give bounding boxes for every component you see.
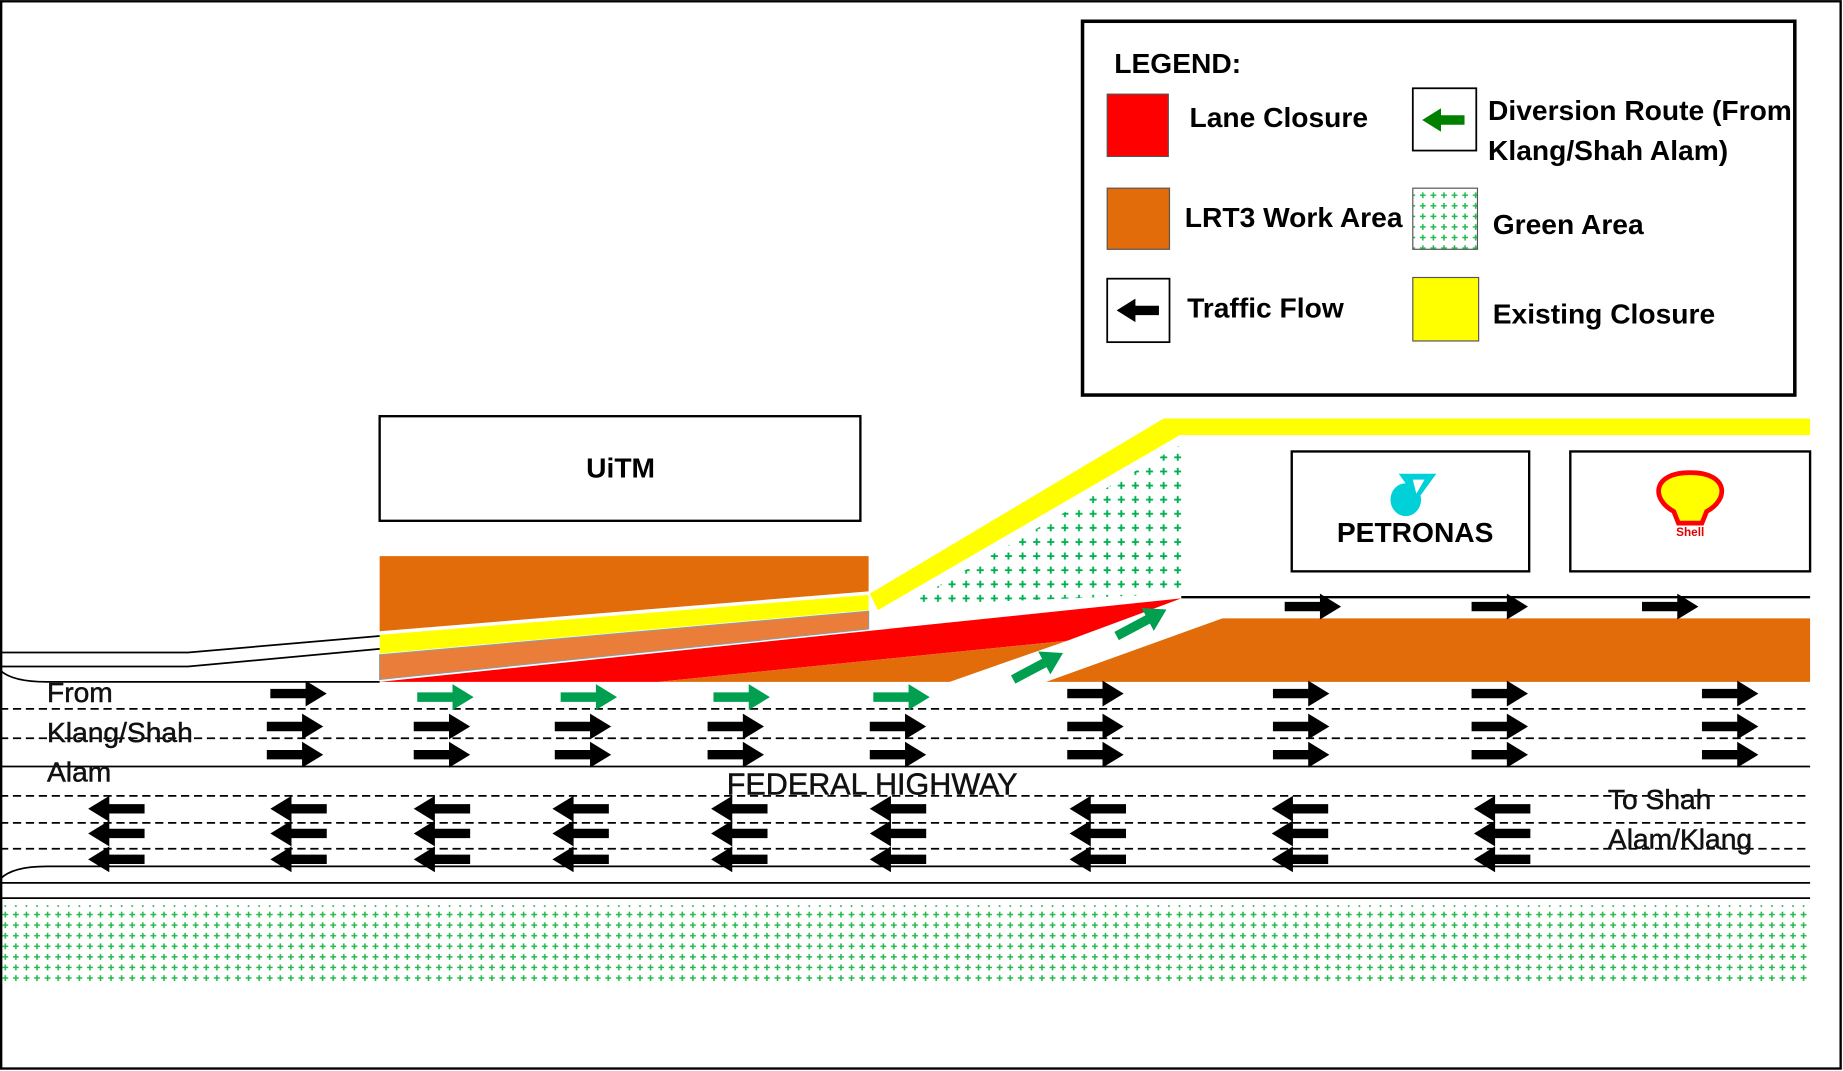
traffic-flow-arrow-left-icon	[1069, 846, 1127, 873]
traffic-flow-arrow-left-icon	[552, 820, 609, 847]
traffic-flow-arrow-left-icon	[1069, 795, 1127, 822]
origin-label-line1: From	[47, 676, 113, 708]
lane-closure	[379, 598, 1182, 682]
traffic-flow-arrow-right-icon	[1471, 713, 1528, 740]
legend-label-lrt3-work-area: LRT3 Work Area	[1185, 201, 1403, 233]
traffic-flow-arrow-right-icon	[266, 741, 324, 768]
shell-station: Shell	[1569, 450, 1812, 573]
diversion-arrow-diagonal-icon	[1010, 651, 1063, 684]
traffic-flow-arrow-right-icon	[869, 741, 927, 768]
traffic-flow-arrow-right-icon	[707, 713, 764, 740]
traffic-flow-arrow-right-icon	[554, 741, 612, 768]
traffic-flow-arrow-right-icon	[1067, 713, 1124, 740]
traffic-flow-arrow-right-icon	[1272, 741, 1330, 768]
diversion-arrow-right-icon	[713, 684, 770, 711]
traffic-flow-arrow-left-icon	[711, 820, 768, 847]
traffic-flow-arrow-left-icon	[869, 795, 927, 822]
traffic-flow-arrow-left-icon	[413, 795, 471, 822]
traffic-flow-arrow-left-icon	[1473, 795, 1531, 822]
traffic-flow-arrow-left-icon	[711, 795, 768, 822]
black-arrow-left-icon	[1116, 298, 1159, 323]
traffic-flow-arrow-right-icon	[270, 680, 327, 707]
shell-logo-text: Shell	[1676, 526, 1704, 539]
traffic-flow-arrow-right-icon	[1701, 713, 1759, 740]
existing-closure-diagonal	[869, 418, 1811, 611]
lrt3-work-area-right	[1046, 618, 1811, 682]
traffic-flow-arrow-right-icon	[1471, 680, 1528, 707]
traffic-flow-arrow-right-icon	[869, 713, 927, 740]
traffic-flow-arrow-right-icon	[1471, 741, 1528, 768]
legend-label-green-area: Green Area	[1493, 208, 1644, 240]
diversion-arrow-diagonal-icon	[1114, 608, 1167, 641]
traffic-flow-arrow-left-icon	[869, 846, 927, 873]
legend-label-existing-closure: Existing Closure	[1493, 297, 1715, 329]
traffic-flow-arrow-right-icon	[1701, 680, 1759, 707]
petronas-logo-icon	[1390, 473, 1437, 517]
traffic-flow-arrow-left-icon	[1473, 820, 1531, 847]
traffic-flow-arrow-left-icon	[1271, 820, 1329, 847]
traffic-arrows	[88, 593, 1759, 873]
traffic-flow-arrow-right-icon	[1272, 713, 1330, 740]
traffic-flow-arrow-left-icon	[552, 846, 609, 873]
traffic-flow-arrow-right-icon	[1284, 593, 1342, 620]
traffic-flow-arrow-left-icon	[270, 846, 327, 873]
lrt3-work-area-wedge	[658, 640, 1068, 682]
lrt3-work-area-swatch	[1106, 187, 1171, 250]
traffic-flow-arrow-left-icon	[88, 846, 145, 873]
diversion-arrow-right-icon	[560, 684, 618, 711]
green-area-swatch	[1412, 187, 1479, 250]
traffic-flow-arrow-left-icon	[552, 795, 609, 822]
traffic-flow-arrow-right-icon	[1642, 593, 1699, 620]
existing-closure-swatch	[1412, 276, 1480, 342]
diversion-arrow-right-icon	[417, 684, 474, 711]
uitm-building: UiTM	[378, 415, 862, 522]
traffic-flow-arrow-left-icon	[1271, 846, 1329, 873]
traffic-flow-arrow-left-icon	[413, 820, 471, 847]
traffic-flow-arrow-left-icon	[270, 820, 327, 847]
traffic-flow-arrow-left-icon	[711, 846, 768, 873]
legend-label-traffic-flow: Traffic Flow	[1187, 291, 1344, 323]
legend-label-lane-closure: Lane Closure	[1189, 101, 1368, 133]
traffic-flow-arrow-left-icon	[88, 795, 145, 822]
traffic-flow-arrow-right-icon	[554, 713, 612, 740]
legend-title: LEGEND:	[1114, 47, 1241, 79]
traffic-flow-arrow-right-icon	[1067, 741, 1124, 768]
road-name-label: FEDERAL HIGHWAY	[727, 768, 1018, 802]
destination-label-line2: Alam/Klang	[1608, 823, 1752, 855]
traffic-flow-arrow-right-icon	[266, 713, 324, 740]
origin-label-line3: Alam	[47, 756, 111, 788]
traffic-flow-arrow-left-icon	[1271, 795, 1329, 822]
traffic-flow-arrow-right-icon	[413, 741, 471, 768]
traffic-flow-arrow-left-icon	[869, 820, 927, 847]
shell-logo-icon	[1656, 470, 1725, 526]
traffic-flow-arrow-left-icon	[413, 846, 471, 873]
traffic-flow-arrow-right-icon	[1067, 680, 1124, 707]
lane-closure-swatch	[1106, 93, 1169, 158]
traffic-flow-arrow-right-icon	[1471, 593, 1528, 620]
traffic-flow-arrow-left-icon	[88, 820, 145, 847]
existing-closure-uitm	[379, 594, 869, 654]
petronas-label: PETRONAS	[1337, 516, 1494, 548]
traffic-flow-arrow-left-icon	[1069, 820, 1127, 847]
green-area-bottom	[2, 905, 1811, 983]
traffic-flow-arrow-right-icon	[413, 713, 471, 740]
traffic-flow-arrow-right-icon	[1272, 680, 1330, 707]
uitm-label: UiTM	[586, 451, 655, 483]
petronas-station: PETRONAS	[1290, 450, 1531, 573]
legend-label-diversion-route-line1: Diversion Route (From	[1488, 94, 1792, 126]
traffic-flow-arrow-right-icon	[1701, 741, 1759, 768]
lrt3-work-area-uitm	[379, 556, 869, 632]
diversion-arrow-right-icon	[873, 684, 930, 711]
traffic-flow-arrow-left-icon	[270, 795, 327, 822]
green-arrow-left-icon	[1422, 108, 1465, 132]
lrt3-work-area-strip	[379, 610, 870, 681]
legend: LEGEND: Lane Closure LRT3 Work Area Traf…	[1080, 19, 1797, 397]
traffic-flow-arrow-left-icon	[1473, 846, 1531, 873]
origin-label-line2: Klang/Shah	[47, 716, 193, 748]
legend-label-diversion-route-line2: Klang/Shah Alam)	[1488, 134, 1728, 166]
destination-label-line1: To Shah	[1608, 783, 1711, 815]
traffic-flow-arrow-right-icon	[707, 741, 764, 768]
